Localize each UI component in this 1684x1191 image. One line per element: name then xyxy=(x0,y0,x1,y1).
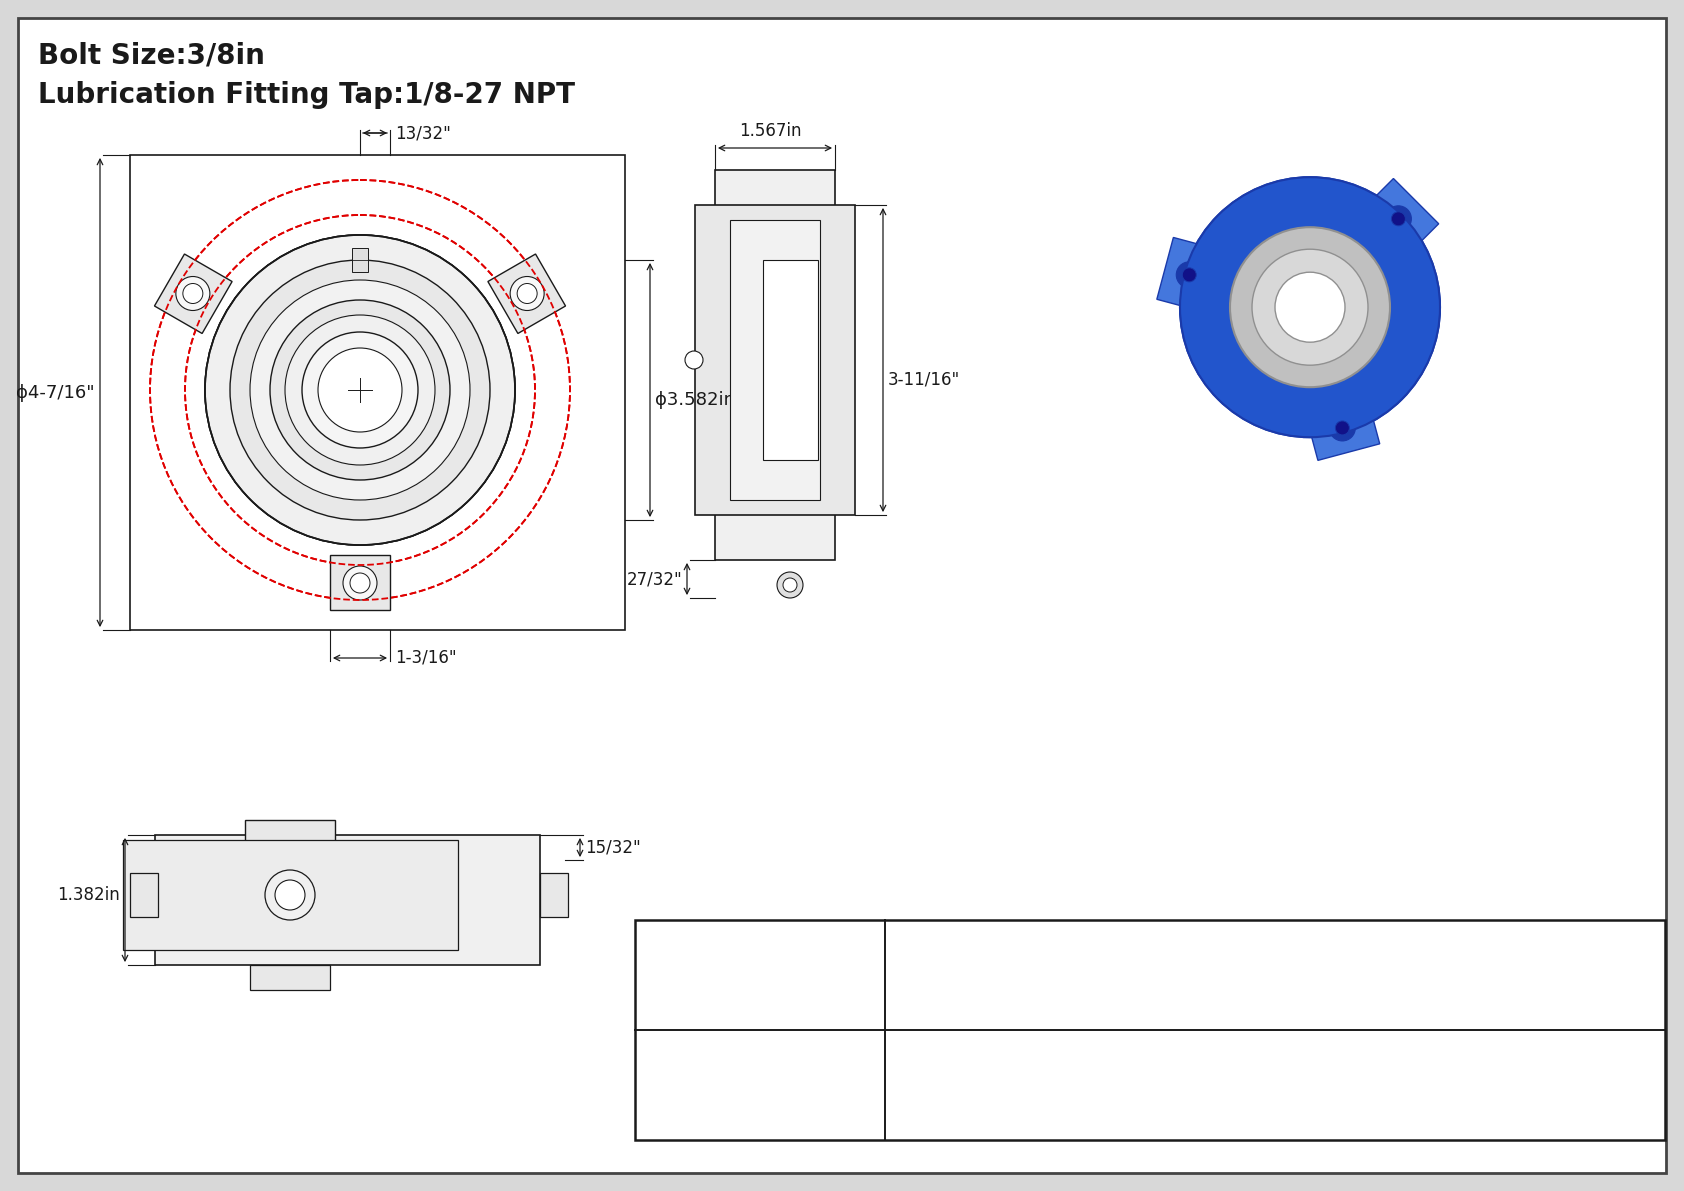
Circle shape xyxy=(175,276,210,311)
Text: Bolt Size:3/8in: Bolt Size:3/8in xyxy=(39,40,264,69)
Text: Email: lilybearing@lily-bearing.com: Email: lilybearing@lily-bearing.com xyxy=(1140,985,1411,1000)
Text: UETM206-19: UETM206-19 xyxy=(1201,1061,1349,1081)
Bar xyxy=(729,220,820,500)
Polygon shape xyxy=(1352,179,1438,264)
Circle shape xyxy=(231,260,490,520)
Circle shape xyxy=(301,332,418,448)
Bar xyxy=(249,965,330,990)
Text: LILY: LILY xyxy=(692,946,829,1004)
Text: 1-3/16": 1-3/16" xyxy=(396,649,456,667)
Circle shape xyxy=(783,578,797,592)
Text: Part
Number: Part Number xyxy=(724,1066,797,1104)
Circle shape xyxy=(318,348,402,432)
Text: 1.382in: 1.382in xyxy=(57,886,120,904)
Text: 1.567in: 1.567in xyxy=(739,121,802,141)
Text: ®: ® xyxy=(805,943,820,959)
Bar xyxy=(716,170,835,560)
Text: 3-11/16": 3-11/16" xyxy=(887,372,960,389)
Polygon shape xyxy=(1303,388,1379,461)
Circle shape xyxy=(184,283,202,304)
Circle shape xyxy=(205,235,515,545)
Text: Three-Bolt Flange Bearing: Three-Bolt Flange Bearing xyxy=(1167,1095,1383,1112)
Circle shape xyxy=(1182,268,1196,282)
Circle shape xyxy=(350,573,370,593)
Polygon shape xyxy=(155,254,232,333)
Circle shape xyxy=(1251,249,1367,366)
Circle shape xyxy=(1175,262,1202,288)
Polygon shape xyxy=(330,555,391,610)
Circle shape xyxy=(264,869,315,919)
Circle shape xyxy=(1391,212,1406,226)
Bar xyxy=(130,873,158,917)
Bar xyxy=(1041,120,1640,480)
Circle shape xyxy=(285,314,434,464)
Bar xyxy=(352,248,369,272)
Bar xyxy=(123,840,458,950)
Circle shape xyxy=(517,283,537,304)
Polygon shape xyxy=(488,254,566,333)
Bar xyxy=(635,919,1665,1140)
Polygon shape xyxy=(1157,237,1229,314)
Text: 27/32": 27/32" xyxy=(626,570,682,588)
Circle shape xyxy=(685,351,702,369)
Circle shape xyxy=(1229,227,1389,387)
Text: ϕ3.582in: ϕ3.582in xyxy=(655,391,734,409)
Circle shape xyxy=(1180,177,1440,437)
Circle shape xyxy=(344,566,377,600)
Text: 15/32": 15/32" xyxy=(584,838,640,856)
Bar xyxy=(244,819,335,850)
Bar xyxy=(155,835,541,965)
Circle shape xyxy=(205,235,515,545)
Circle shape xyxy=(249,280,470,500)
Text: Lubrication Fitting Tap:1/8-27 NPT: Lubrication Fitting Tap:1/8-27 NPT xyxy=(39,81,574,110)
Bar xyxy=(695,205,855,515)
Circle shape xyxy=(776,572,803,598)
Circle shape xyxy=(269,300,450,480)
Bar xyxy=(763,260,818,460)
Text: 13/32": 13/32" xyxy=(396,124,451,142)
Circle shape xyxy=(1386,206,1411,232)
Circle shape xyxy=(1275,273,1346,342)
Bar xyxy=(130,155,625,630)
Circle shape xyxy=(274,880,305,910)
Text: SHANGHAI LILY BEARING LIMITED: SHANGHAI LILY BEARING LIMITED xyxy=(1106,950,1443,969)
Bar xyxy=(541,873,568,917)
Circle shape xyxy=(1335,420,1349,435)
Circle shape xyxy=(1329,414,1356,441)
Circle shape xyxy=(1180,177,1440,437)
Text: ϕ4-7/16": ϕ4-7/16" xyxy=(17,384,94,401)
Circle shape xyxy=(510,276,544,311)
